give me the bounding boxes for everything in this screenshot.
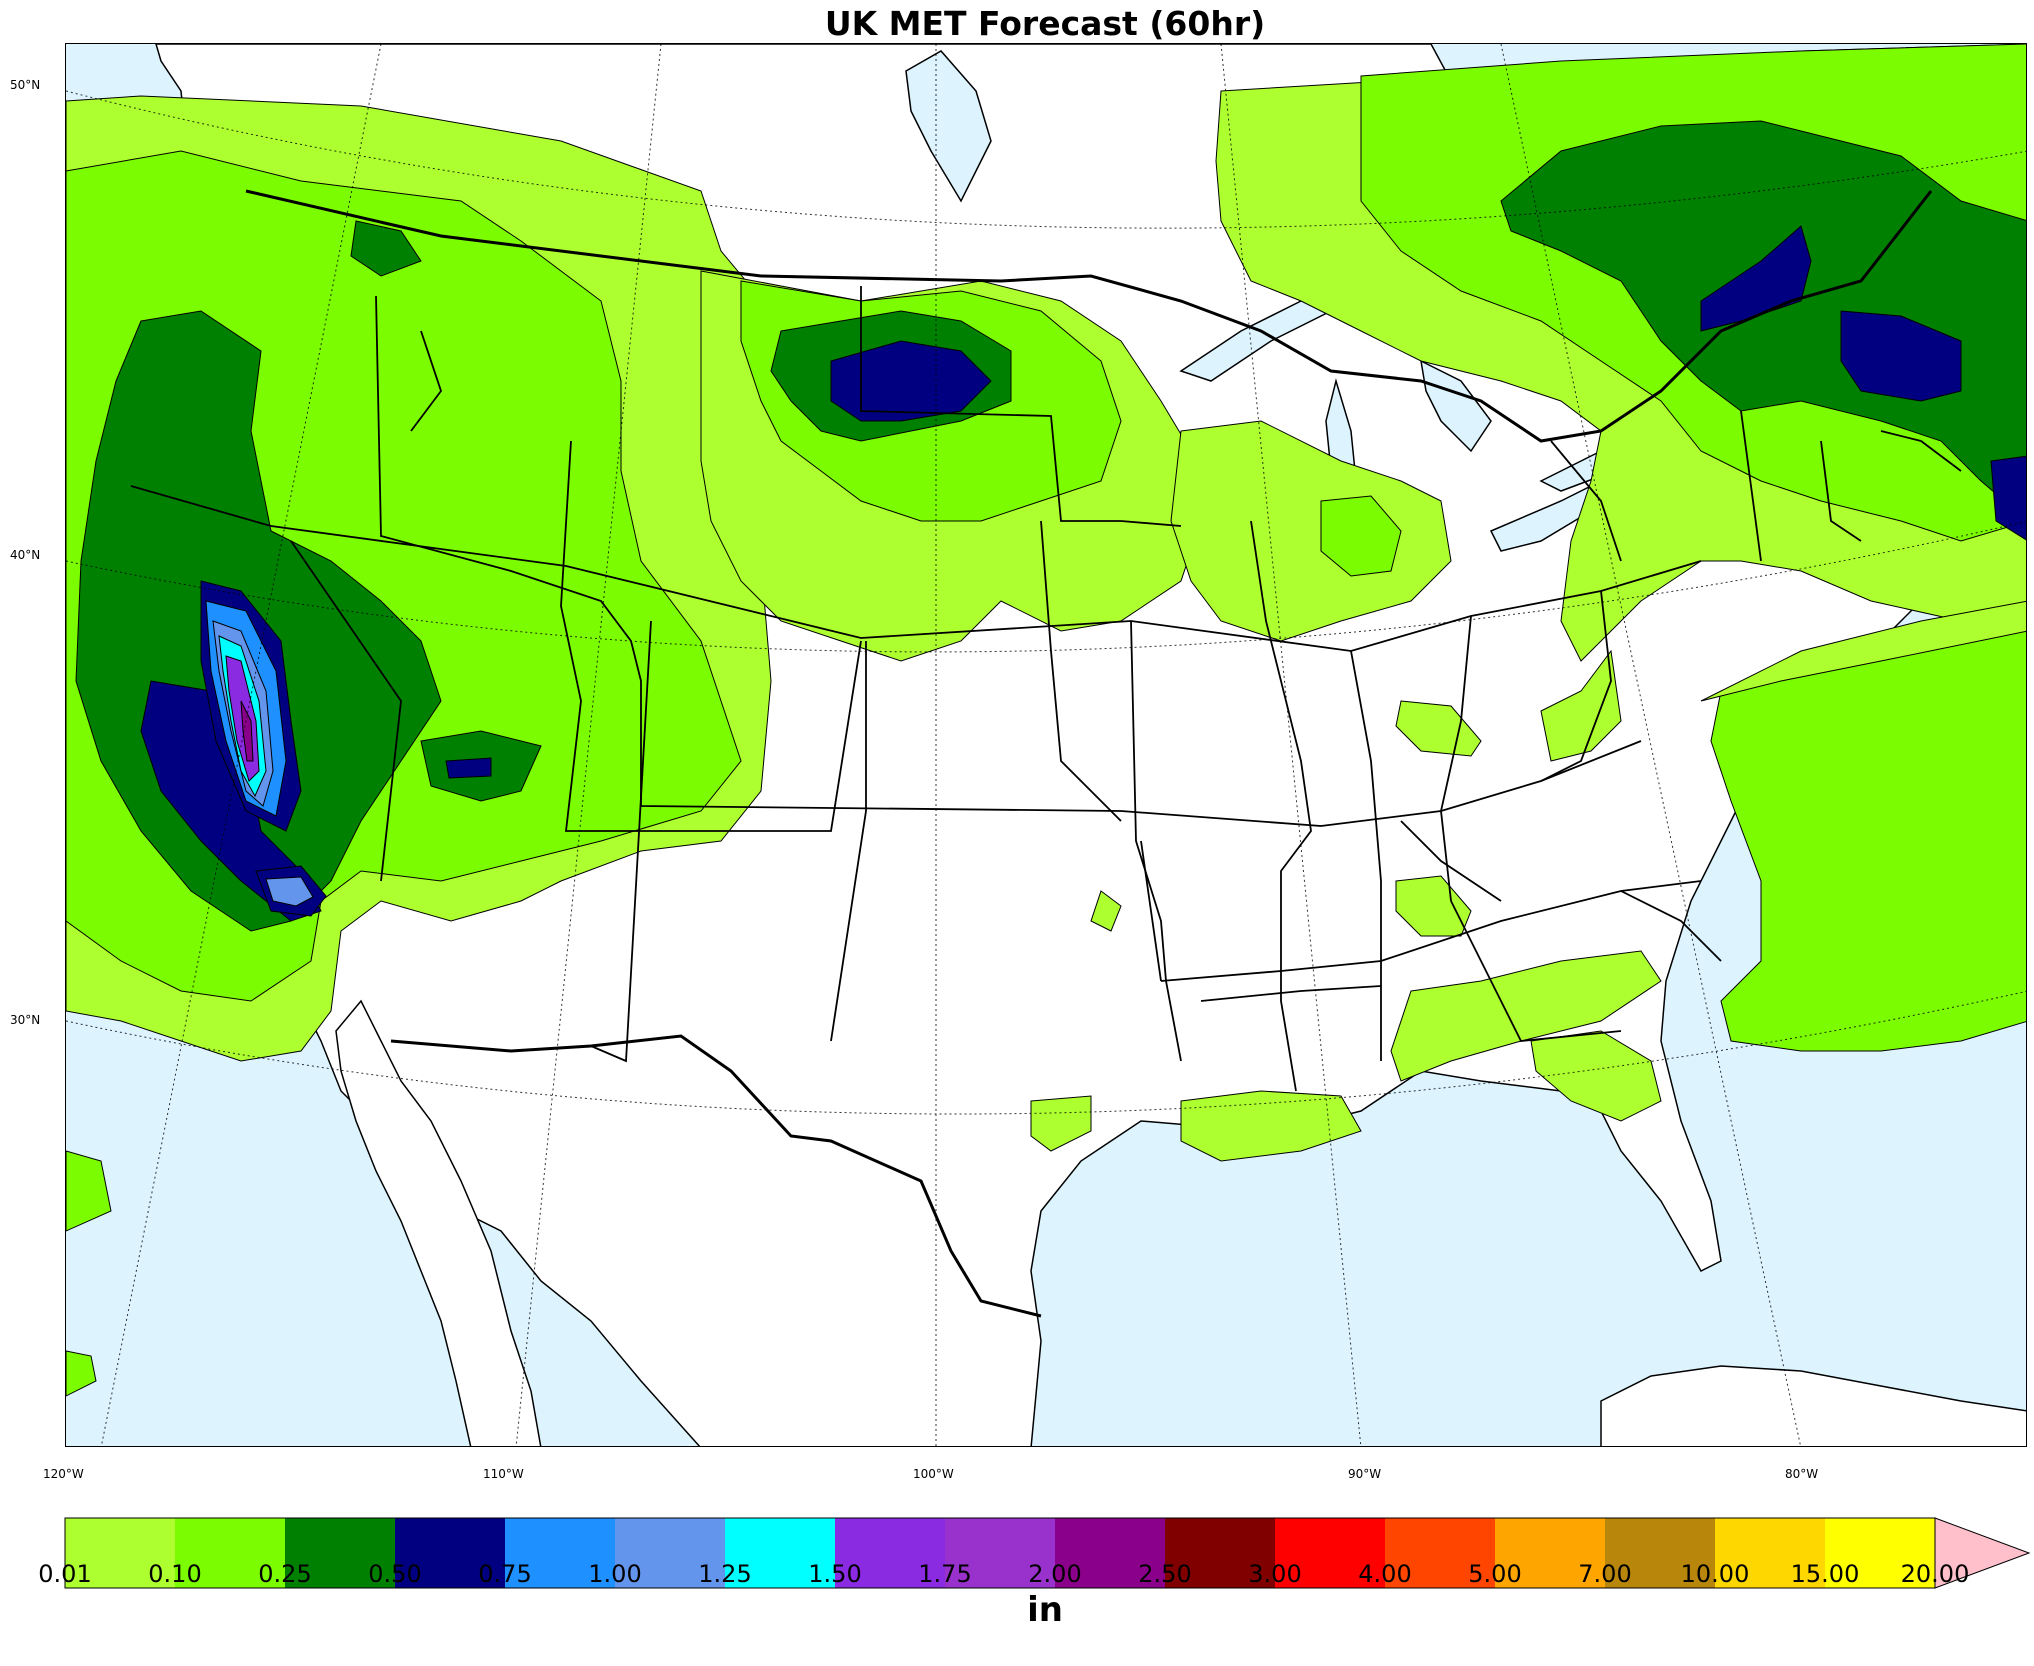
colorbar-tick-label: 3.00: [1248, 1560, 1302, 1588]
colorbar-bin: [835, 1518, 945, 1588]
lon-label-80w: 80°W: [1785, 1467, 1819, 1481]
colorbar-bin: [1385, 1518, 1495, 1588]
colorbar-tick-label: 1.00: [588, 1560, 642, 1588]
colorbar-tick-label: 2.50: [1138, 1560, 1192, 1588]
colorbar-bin: [1605, 1518, 1715, 1588]
colorbar-bin: [1715, 1518, 1825, 1588]
colorbar-tick-label: 1.50: [808, 1560, 862, 1588]
colorbar-outline: [64, 1517, 1936, 1589]
lon-label-100w: 100°W: [913, 1467, 954, 1481]
cuba-island: [1600, 1365, 2026, 1446]
colorbar-tick-label: 1.25: [698, 1560, 752, 1588]
political-borders: [130, 189, 1962, 1318]
colorbar-tick-label: 1.75: [918, 1560, 972, 1588]
precipitation-colorbar: [64, 1517, 2031, 1589]
lon-label-120w: 120°W: [43, 1467, 84, 1481]
precipitation-map: [65, 43, 2027, 1447]
colorbar-tick-label: 0.25: [258, 1560, 312, 1588]
colorbar-bin: [615, 1518, 725, 1588]
graticule: [66, 44, 2026, 1446]
colorbar-bin: [395, 1518, 505, 1588]
colorbar-tick-label: 0.10: [148, 1560, 202, 1588]
colorbar-tick-label: 0.50: [368, 1560, 422, 1588]
lat-label-40n: 40°N: [10, 548, 41, 562]
baja-peninsula: [335, 999, 542, 1446]
colorbar-tick-label: 4.00: [1358, 1560, 1412, 1588]
lat-label-50n: 50°N: [10, 78, 41, 92]
colorbar-tick-label: 15.00: [1790, 1560, 1860, 1588]
colorbar-bin: [1165, 1518, 1275, 1588]
precip-contours: [66, 44, 2026, 1397]
colorbar-tick-label: 0.01: [38, 1560, 92, 1588]
map-title: UK MET Forecast (60hr): [824, 4, 1266, 43]
colorbar-tick-label: 2.00: [1028, 1560, 1082, 1588]
lon-label-110w: 110°W: [483, 1467, 524, 1481]
lon-label-90w: 90°W: [1348, 1467, 1382, 1481]
colorbar-bin: [945, 1518, 1055, 1588]
colorbar-bin: [65, 1518, 175, 1588]
map-canvas: [66, 44, 2026, 1446]
colorbar-tick-label: 5.00: [1468, 1560, 1522, 1588]
colorbar-bin: [1275, 1518, 1385, 1588]
lat-label-30n: 30°N: [10, 1013, 41, 1027]
colorbar-tick-label: 20.00: [1900, 1560, 1970, 1588]
colorbar-bin: [285, 1518, 395, 1588]
colorbar-bin: [1495, 1518, 1605, 1588]
colorbar-unit-label: in: [1027, 1590, 1063, 1630]
colorbar-bin: [725, 1518, 835, 1588]
colorbar-bin: [1055, 1518, 1165, 1588]
colorbar-tick-label: 10.00: [1680, 1560, 1750, 1588]
colorbar-bin: [1825, 1518, 1935, 1588]
colorbar-bin: [505, 1518, 615, 1588]
colorbar-tick-label: 0.75: [478, 1560, 532, 1588]
colorbar-tick-label: 7.00: [1578, 1560, 1632, 1588]
colorbar-bin: [175, 1518, 285, 1588]
